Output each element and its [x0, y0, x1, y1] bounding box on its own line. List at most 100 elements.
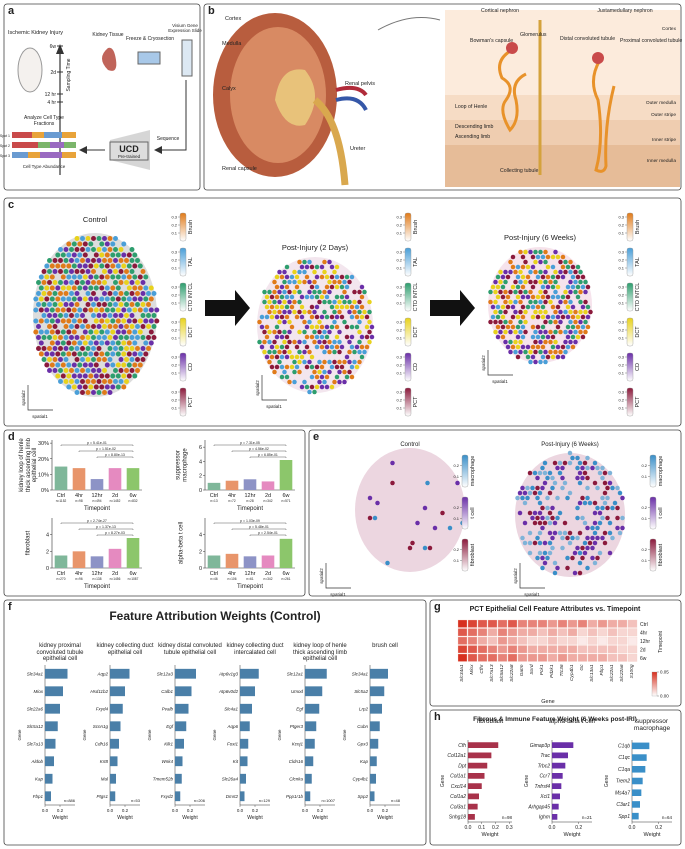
spot — [432, 525, 438, 531]
spot — [332, 349, 337, 355]
spot — [540, 304, 546, 310]
spot — [297, 269, 302, 275]
spot — [110, 340, 116, 346]
spot — [93, 285, 99, 291]
colorbar-tick-label: 0.1 — [396, 406, 402, 411]
heatmap-cell — [507, 628, 518, 637]
spot — [597, 510, 603, 516]
bracket — [78, 528, 134, 530]
spot — [146, 291, 151, 296]
colorbar — [626, 387, 634, 417]
spot — [520, 304, 526, 310]
spot — [121, 252, 127, 258]
spot — [49, 329, 55, 335]
spot — [600, 495, 605, 501]
spot — [359, 294, 365, 300]
spot — [74, 390, 80, 395]
spot — [364, 334, 370, 340]
panel-title: Post-Injury (6 Weeks) — [541, 442, 599, 448]
spot — [121, 351, 127, 357]
spot — [41, 335, 47, 340]
spot — [607, 530, 613, 536]
spot — [274, 284, 280, 290]
x-axis-label: Weight — [643, 832, 660, 838]
spot — [580, 465, 585, 471]
spot — [55, 318, 61, 324]
spot — [515, 264, 521, 270]
spot — [63, 379, 69, 384]
spot — [535, 344, 541, 350]
spot — [307, 279, 312, 285]
colorbar-tick-label: 0.2 — [641, 463, 647, 468]
spot — [104, 351, 110, 357]
y-tick-label: Slc34a1 — [27, 671, 44, 676]
spot — [80, 280, 85, 285]
spot — [550, 294, 556, 300]
colorbar-tick-label: 0.3 — [171, 320, 177, 325]
spot — [107, 324, 113, 329]
spot — [60, 351, 66, 357]
spot — [88, 351, 94, 357]
spot — [545, 354, 551, 360]
y-tick-label: 0 — [46, 566, 49, 572]
spot — [528, 249, 533, 255]
spot — [565, 565, 570, 571]
bar — [45, 703, 60, 714]
spot — [55, 362, 61, 368]
spot — [143, 296, 149, 302]
spot — [124, 379, 129, 384]
heatmap-cell — [457, 619, 468, 628]
nephron-label: Cortical nephron — [481, 8, 519, 14]
spot — [55, 307, 61, 313]
spot — [63, 368, 69, 373]
spot — [118, 379, 124, 384]
spot — [575, 465, 580, 471]
y-tick-label: Slc12a3 — [157, 671, 174, 676]
colorbar-label: Brush — [413, 220, 419, 234]
spot — [533, 279, 538, 285]
spot — [510, 264, 516, 270]
x-tick-label: Slc34a1 — [459, 664, 465, 682]
spot — [292, 299, 297, 305]
n-label: n=98 — [502, 815, 513, 820]
y-axis-label: Gene — [212, 729, 217, 741]
spot — [562, 530, 568, 536]
spot — [137, 329, 143, 335]
p-value: p = 5.48e-01 — [249, 525, 269, 529]
spot — [322, 329, 327, 335]
spot — [520, 254, 526, 260]
spot — [563, 299, 568, 305]
spot — [605, 515, 610, 521]
bracket — [249, 456, 287, 458]
spot — [77, 384, 83, 390]
label: Visium Gene Expression Slide — [168, 23, 202, 33]
x-axis-label: Weight — [52, 815, 68, 821]
y-tick-label: Kap — [360, 759, 369, 764]
heatmap-cell — [567, 653, 578, 662]
spot — [555, 284, 561, 290]
spot — [520, 284, 526, 290]
spot — [99, 318, 105, 324]
heatmap-cell — [497, 645, 508, 654]
colorbar-tick-label: 0.2 — [618, 398, 624, 403]
spot — [299, 294, 305, 300]
spot — [309, 284, 315, 290]
spot — [535, 314, 541, 320]
spot — [148, 329, 154, 335]
panel-title: Post-Injury (2 Days) — [282, 243, 349, 252]
panel-label: e — [313, 431, 319, 443]
spot — [115, 351, 121, 357]
spot — [572, 550, 578, 556]
heatmap-cell — [497, 628, 508, 637]
heatmap-cell — [517, 619, 528, 628]
spot — [115, 362, 121, 368]
spot — [367, 329, 372, 335]
spot — [284, 294, 290, 300]
spot — [533, 339, 538, 345]
spot — [538, 359, 543, 365]
spot — [535, 254, 541, 260]
spot — [88, 340, 94, 346]
spot — [279, 364, 285, 370]
y-tick-label: 6 — [199, 445, 202, 451]
colorbar-label: CTD INTCL — [413, 283, 419, 312]
